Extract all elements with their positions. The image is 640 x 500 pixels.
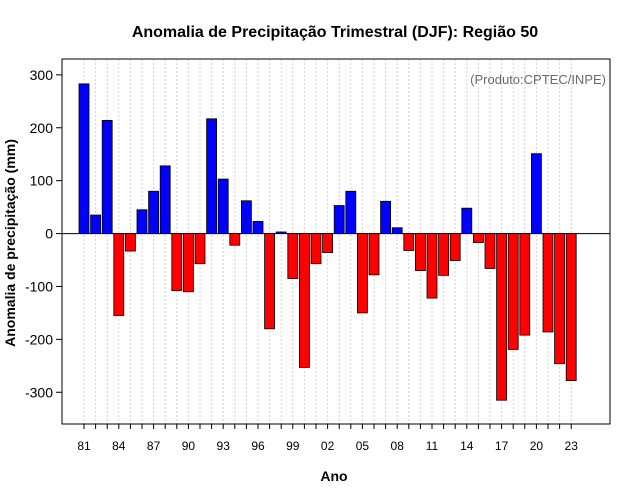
bar-1989 [171,233,183,292]
bar-2004 [345,190,357,234]
bars [78,83,577,401]
x-axis-label: Ano [320,468,347,484]
x-tick-label: 02 [321,439,335,453]
y-tick-label: -300 [25,384,53,400]
bar-1986 [136,209,148,234]
bar-2011 [426,233,438,299]
bar-1981 [78,83,90,234]
bar-1998 [275,231,287,234]
x-tick-label: 90 [182,439,196,453]
bar-2009 [403,233,415,251]
y-tick-label: -200 [25,331,53,347]
bar-2002 [322,233,334,254]
x-tick-label: 05 [356,439,370,453]
bar-2017 [496,233,508,401]
bar-2018 [507,233,519,350]
x-tick-label: 20 [530,439,544,453]
bar-2007 [380,200,392,234]
x-tick-label: 84 [112,439,126,453]
y-tick-label: 300 [30,67,54,83]
bar-2021 [542,233,554,333]
bar-1983 [101,119,113,234]
bar-1987 [148,190,160,234]
bar-1994 [229,233,241,246]
bar-1993 [217,178,229,234]
bar-1991 [194,233,206,265]
credit-label: (Produto:CPTEC/INPE) [470,72,606,87]
bar-2012 [438,233,450,276]
bar-2001 [310,233,322,265]
bar-1997 [264,233,276,330]
bar-2016 [484,233,496,269]
bar-2003 [333,205,345,234]
x-tick-label: 99 [286,439,300,453]
bar-1995 [240,200,252,234]
bar-2013 [449,233,461,261]
y-tick-label: -100 [25,278,53,294]
x-tick-label: 08 [391,439,405,453]
x-tick-label: 96 [251,439,265,453]
bar-2008 [391,227,403,234]
bar-2020 [531,153,542,234]
x-tick-label: 11 [426,439,439,453]
bar-2019 [519,233,531,336]
x-axis: 81 84 87 90 93 96 99 02 05 08 11 14 17 20 23 [77,424,578,453]
plot-frame [61,58,611,425]
x-tick-label: 87 [147,439,161,453]
bar-1985 [125,233,136,252]
y-tick-label: 100 [30,173,54,189]
bar-2023 [565,233,577,382]
x-tick-label: 81 [77,439,91,453]
bar-2015 [472,233,484,243]
bar-2000 [298,233,310,368]
bar-1982 [90,214,101,234]
x-tick-label: 14 [460,439,474,453]
chart-title: Anomalia de Precipitação Trimestral (DJF… [132,24,538,41]
bar-1984 [113,233,125,316]
bar-2014 [461,207,473,234]
bar-2005 [356,233,368,314]
bar-1990 [182,233,194,293]
x-tick-label: 93 [217,439,231,453]
bar-1996 [252,220,264,234]
x-tick-label: 17 [495,439,509,453]
y-tick-label: 0 [45,226,53,242]
y-axis-label: Anomalia de precipitação (mm) [2,139,18,347]
bar-1999 [287,233,299,279]
y-axis: -300 -200 -100 0 100 200 300 [25,67,62,400]
bar-2010 [414,233,426,271]
x-tick-label: 23 [565,439,579,453]
bar-1992 [206,118,218,234]
bar-2022 [554,233,565,365]
bar-2006 [368,233,380,276]
bar-1988 [159,165,171,234]
y-tick-label: 200 [30,120,54,136]
